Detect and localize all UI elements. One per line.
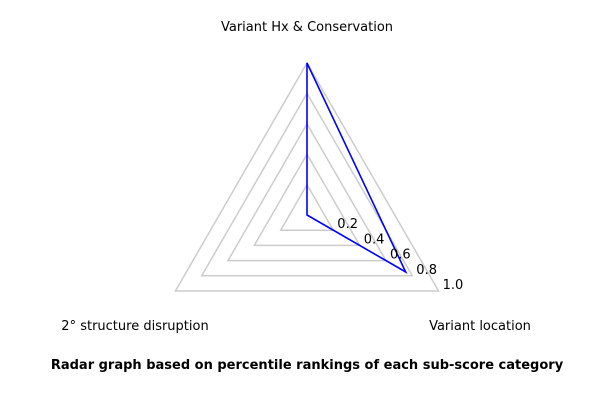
axis-labels: Variant Hx & Conservation Variant locati… (61, 20, 531, 334)
radial-tick-label-3: 0.8 (416, 263, 437, 278)
radial-tick-labels: 0.2 0.4 0.6 0.8 1.0 (337, 217, 463, 293)
radar-grid (174, 61, 440, 292)
axis-label-variant-hx: Variant Hx & Conservation (221, 20, 393, 35)
axis-label-structure-disruption: 2° structure disruption (61, 319, 208, 334)
grid-ring-1 (253, 152, 361, 247)
radial-tick-label-0: 0.2 (337, 217, 358, 232)
grid-ring-2 (226, 122, 388, 262)
grid-ring-4 (174, 61, 440, 292)
radar-series (306, 62, 408, 274)
grid-ring-3 (200, 91, 414, 277)
series-line-0 (306, 62, 408, 274)
radial-tick-label-1: 0.4 (364, 232, 385, 247)
axis-label-variant-location: Variant location (429, 319, 531, 334)
radial-tick-label-2: 0.6 (390, 248, 411, 263)
grid-ring-0 (279, 183, 335, 231)
chart-title: Radar graph based on percentile rankings… (50, 358, 564, 373)
radial-tick-label-4: 1.0 (443, 278, 464, 293)
